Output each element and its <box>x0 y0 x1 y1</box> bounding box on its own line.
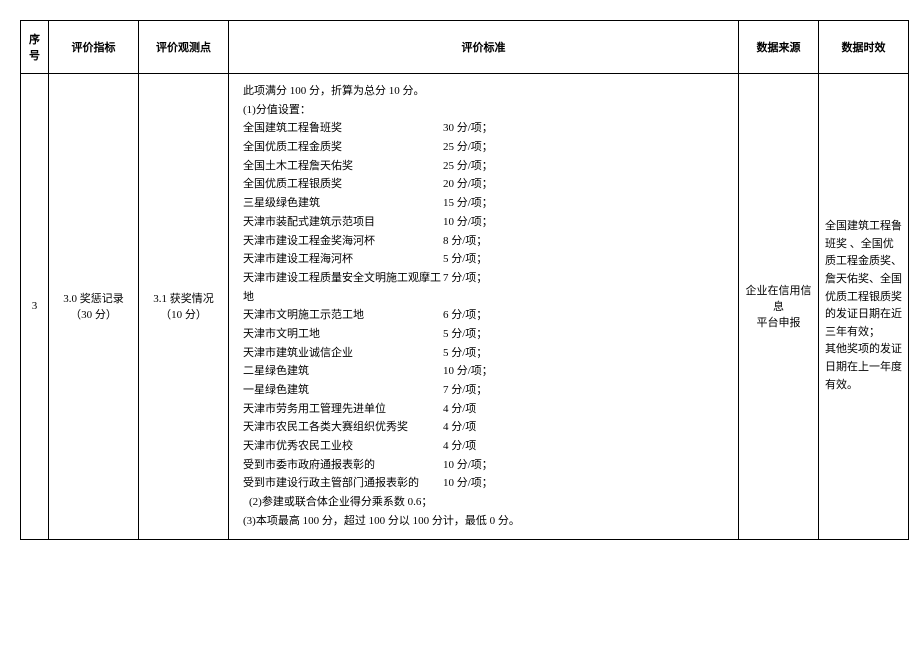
criteria-name: 一星绿色建筑 <box>243 381 443 400</box>
criteria-item: 三星级绿色建筑15 分/项； <box>243 194 724 213</box>
criteria-name: 全国建筑工程鲁班奖 <box>243 119 443 138</box>
criteria-item: 天津市劳务用工管理先进单位4 分/项 <box>243 400 724 419</box>
criteria-name: 天津市文明工地 <box>243 325 443 344</box>
criteria-score: 25 分/项； <box>443 138 493 157</box>
criteria-name: 天津市农民工各类大赛组织优秀奖 <box>243 418 443 437</box>
cell-source: 企业在信用信息 平台申报 <box>739 74 819 540</box>
criteria-score: 10 分/项； <box>443 456 493 475</box>
criteria-item: 全国优质工程金质奖25 分/项； <box>243 138 724 157</box>
criteria-item: 天津市优秀农民工业校4 分/项 <box>243 437 724 456</box>
criteria-score: 6 分/项； <box>443 306 487 325</box>
criteria-item: 天津市建设工程质量安全文明施工观摩工地7 分/项； <box>243 269 724 306</box>
criteria-item: 天津市农民工各类大赛组织优秀奖4 分/项 <box>243 418 724 437</box>
criteria-score: 4 分/项 <box>443 400 476 419</box>
criteria-score: 20 分/项； <box>443 175 493 194</box>
criteria-item: 全国优质工程银质奖20 分/项； <box>243 175 724 194</box>
validity-text: 全国建筑工程鲁班奖 、全国优质工程金质奖、詹天佑奖、全国优质工程银质奖的发证日期… <box>825 220 902 390</box>
header-indicator: 评价指标 <box>49 21 139 74</box>
criteria-name: 天津市建设工程质量安全文明施工观摩工地 <box>243 269 443 306</box>
criteria-name: 天津市建设工程金奖海河杯 <box>243 232 443 251</box>
source-line1: 企业在信用信息 <box>743 282 814 314</box>
cell-seq: 3 <box>21 74 49 540</box>
table-header-row: 序号 评价指标 评价观测点 评价标准 数据来源 数据时效 <box>21 21 909 74</box>
criteria-name: 全国优质工程金质奖 <box>243 138 443 157</box>
header-standard: 评价标准 <box>229 21 739 74</box>
criteria-name: 天津市优秀农民工业校 <box>243 437 443 456</box>
source-line2: 平台申报 <box>743 314 814 330</box>
standard-sub2: (2)参建或联合体企业得分乘系数 0.6； <box>243 493 724 512</box>
point-title: 3.1 获奖情况 <box>143 290 224 306</box>
cell-validity: 全国建筑工程鲁班奖 、全国优质工程金质奖、詹天佑奖、全国优质工程银质奖的发证日期… <box>819 74 909 540</box>
criteria-score: 8 分/项； <box>443 232 487 251</box>
cell-standard: 此项满分 100 分，折算为总分 10 分。 (1)分值设置： 全国建筑工程鲁班… <box>229 74 739 540</box>
criteria-item: 天津市文明工地5 分/项； <box>243 325 724 344</box>
indicator-score: （30 分） <box>53 306 134 322</box>
standard-sub1: (1)分值设置： <box>243 101 724 120</box>
criteria-list: 全国建筑工程鲁班奖30 分/项；全国优质工程金质奖25 分/项；全国土木工程詹天… <box>243 119 724 493</box>
criteria-item: 天津市建筑业诚信企业5 分/项； <box>243 344 724 363</box>
criteria-item: 受到市委市政府通报表彰的10 分/项； <box>243 456 724 475</box>
criteria-item: 天津市建设工程海河杯5 分/项； <box>243 250 724 269</box>
indicator-title: 3.0 奖惩记录 <box>53 290 134 306</box>
criteria-name: 三星级绿色建筑 <box>243 194 443 213</box>
criteria-name: 天津市建设工程海河杯 <box>243 250 443 269</box>
criteria-name: 受到市建设行政主管部门通报表彰的 <box>243 474 443 493</box>
point-score: （10 分） <box>143 306 224 322</box>
criteria-score: 10 分/项； <box>443 474 493 493</box>
header-point: 评价观测点 <box>139 21 229 74</box>
criteria-score: 15 分/项； <box>443 194 493 213</box>
criteria-item: 全国建筑工程鲁班奖30 分/项； <box>243 119 724 138</box>
criteria-name: 天津市建筑业诚信企业 <box>243 344 443 363</box>
criteria-item: 天津市文明施工示范工地6 分/项； <box>243 306 724 325</box>
criteria-name: 天津市文明施工示范工地 <box>243 306 443 325</box>
table-row: 3 3.0 奖惩记录 （30 分） 3.1 获奖情况 （10 分） 此项满分 1… <box>21 74 909 540</box>
criteria-item: 全国土木工程詹天佑奖25 分/项； <box>243 157 724 176</box>
criteria-name: 全国优质工程银质奖 <box>243 175 443 194</box>
criteria-item: 二星绿色建筑10 分/项； <box>243 362 724 381</box>
criteria-score: 5 分/项； <box>443 325 487 344</box>
criteria-item: 天津市建设工程金奖海河杯8 分/项； <box>243 232 724 251</box>
criteria-score: 25 分/项； <box>443 157 493 176</box>
header-seq: 序号 <box>21 21 49 74</box>
criteria-score: 10 分/项； <box>443 213 493 232</box>
evaluation-table: 序号 评价指标 评价观测点 评价标准 数据来源 数据时效 3 3.0 奖惩记录 … <box>20 20 909 540</box>
criteria-score: 10 分/项； <box>443 362 493 381</box>
criteria-score: 7 分/项； <box>443 381 487 400</box>
criteria-item: 一星绿色建筑7 分/项； <box>243 381 724 400</box>
cell-point: 3.1 获奖情况 （10 分） <box>139 74 229 540</box>
criteria-item: 受到市建设行政主管部门通报表彰的10 分/项； <box>243 474 724 493</box>
criteria-score: 4 分/项 <box>443 418 476 437</box>
standard-sub3: (3)本项最高 100 分，超过 100 分以 100 分计，最低 0 分。 <box>243 512 724 531</box>
criteria-score: 5 分/项； <box>443 344 487 363</box>
criteria-score: 4 分/项 <box>443 437 476 456</box>
criteria-score: 5 分/项； <box>443 250 487 269</box>
criteria-item: 天津市装配式建筑示范项目10 分/项； <box>243 213 724 232</box>
cell-indicator: 3.0 奖惩记录 （30 分） <box>49 74 139 540</box>
criteria-name: 受到市委市政府通报表彰的 <box>243 456 443 475</box>
header-source: 数据来源 <box>739 21 819 74</box>
criteria-name: 天津市装配式建筑示范项目 <box>243 213 443 232</box>
header-validity: 数据时效 <box>819 21 909 74</box>
criteria-name: 全国土木工程詹天佑奖 <box>243 157 443 176</box>
criteria-name: 二星绿色建筑 <box>243 362 443 381</box>
criteria-name: 天津市劳务用工管理先进单位 <box>243 400 443 419</box>
criteria-score: 30 分/项； <box>443 119 493 138</box>
criteria-score: 7 分/项； <box>443 269 487 306</box>
standard-intro: 此项满分 100 分，折算为总分 10 分。 <box>243 82 724 101</box>
